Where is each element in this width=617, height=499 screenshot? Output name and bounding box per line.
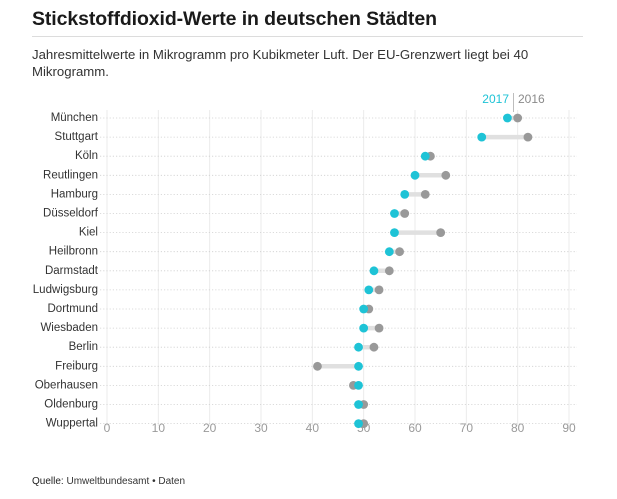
category-label: Ludwigsburg [33, 284, 98, 296]
category-label: Oldenburg [44, 399, 98, 411]
point-2017-dortmund [359, 304, 369, 314]
category-label: Dortmund [48, 303, 99, 315]
point-2017-ludwigsburg [364, 285, 374, 295]
x-tick-label: 60 [408, 421, 422, 435]
footer-separator: • [152, 476, 156, 487]
x-tick-label: 40 [306, 421, 320, 435]
point-2017-darmstadt [369, 266, 379, 276]
chart-subtitle: Jahresmittelwerte in Mikrogramm pro Kubi… [32, 47, 529, 79]
point-2017-dusseldorf [390, 209, 399, 218]
point-2017-munchen [503, 113, 512, 123]
point-2017-freiburg [354, 361, 363, 371]
point-2016-freiburg [313, 361, 322, 371]
category-label: Darmstadt [45, 265, 99, 277]
x-tick-label: 70 [460, 421, 474, 435]
point-2017-hamburg [400, 190, 410, 199]
point-2017-wuppertal [354, 419, 363, 428]
point-2017-wiesbaden [359, 323, 369, 333]
category-label: Reutlingen [43, 169, 98, 181]
category-label: Wuppertal [46, 418, 98, 430]
category-label: Köln [75, 150, 98, 162]
category-label: München [51, 112, 98, 124]
data-link[interactable]: Daten [158, 476, 186, 487]
point-2016-ludwigsburg [374, 285, 384, 295]
point-2016-munchen [513, 113, 523, 123]
point-2016-kiel [436, 228, 446, 238]
point-2017-stuttgart [477, 132, 487, 142]
chart-title: Stickstoffdioxid-Werte in deutschen Städ… [32, 8, 437, 30]
point-2017-oberhausen [354, 381, 363, 390]
category-label: Freiburg [55, 360, 98, 372]
x-tick-label: 90 [562, 421, 576, 435]
point-2017-berlin [354, 342, 363, 352]
point-2016-reutlingen [441, 170, 451, 180]
point-2016-hamburg [420, 190, 430, 199]
dot-plot-chart: 0 10 20 30 40 50 60 70 80 90MünchenStuttgartKölnR… [33, 92, 577, 435]
category-label: Kiel [79, 227, 98, 239]
point-2017-reutlingen [410, 170, 420, 180]
x-tick-label: 0 [104, 421, 111, 435]
title-divider [32, 36, 583, 37]
point-2017-oldenburg [354, 400, 363, 409]
point-2016-heilbronn [395, 247, 404, 257]
point-2017-koln [420, 151, 430, 161]
category-label: Hamburg [51, 188, 98, 200]
category-label: Wiesbaden [40, 322, 98, 334]
point-2016-berlin [369, 342, 379, 352]
point-2016-dusseldorf [400, 209, 410, 218]
x-tick-label: 80 [511, 421, 525, 435]
point-2016-stuttgart [523, 132, 533, 142]
point-2017-kiel [390, 228, 399, 238]
legend-2017: 2017 [482, 92, 509, 106]
category-label: Stuttgart [55, 131, 99, 143]
source-name: Umweltbundesamt [66, 476, 150, 487]
category-label: Düsseldorf [43, 208, 99, 220]
x-tick-label: 20 [203, 421, 217, 435]
x-tick-label: 10 [152, 421, 166, 435]
source-label: Quelle: [32, 476, 64, 487]
category-label: Berlin [69, 341, 98, 353]
point-2016-darmstadt [384, 266, 394, 276]
point-2016-wiesbaden [374, 323, 384, 333]
point-2017-heilbronn [384, 247, 394, 257]
category-label: Oberhausen [35, 379, 98, 391]
legend-2016: 2016 [518, 92, 545, 106]
source-footer: Quelle: Umweltbundesamt • Daten [32, 476, 185, 487]
x-tick-label: 30 [254, 421, 268, 435]
category-label: Heilbronn [49, 246, 98, 258]
